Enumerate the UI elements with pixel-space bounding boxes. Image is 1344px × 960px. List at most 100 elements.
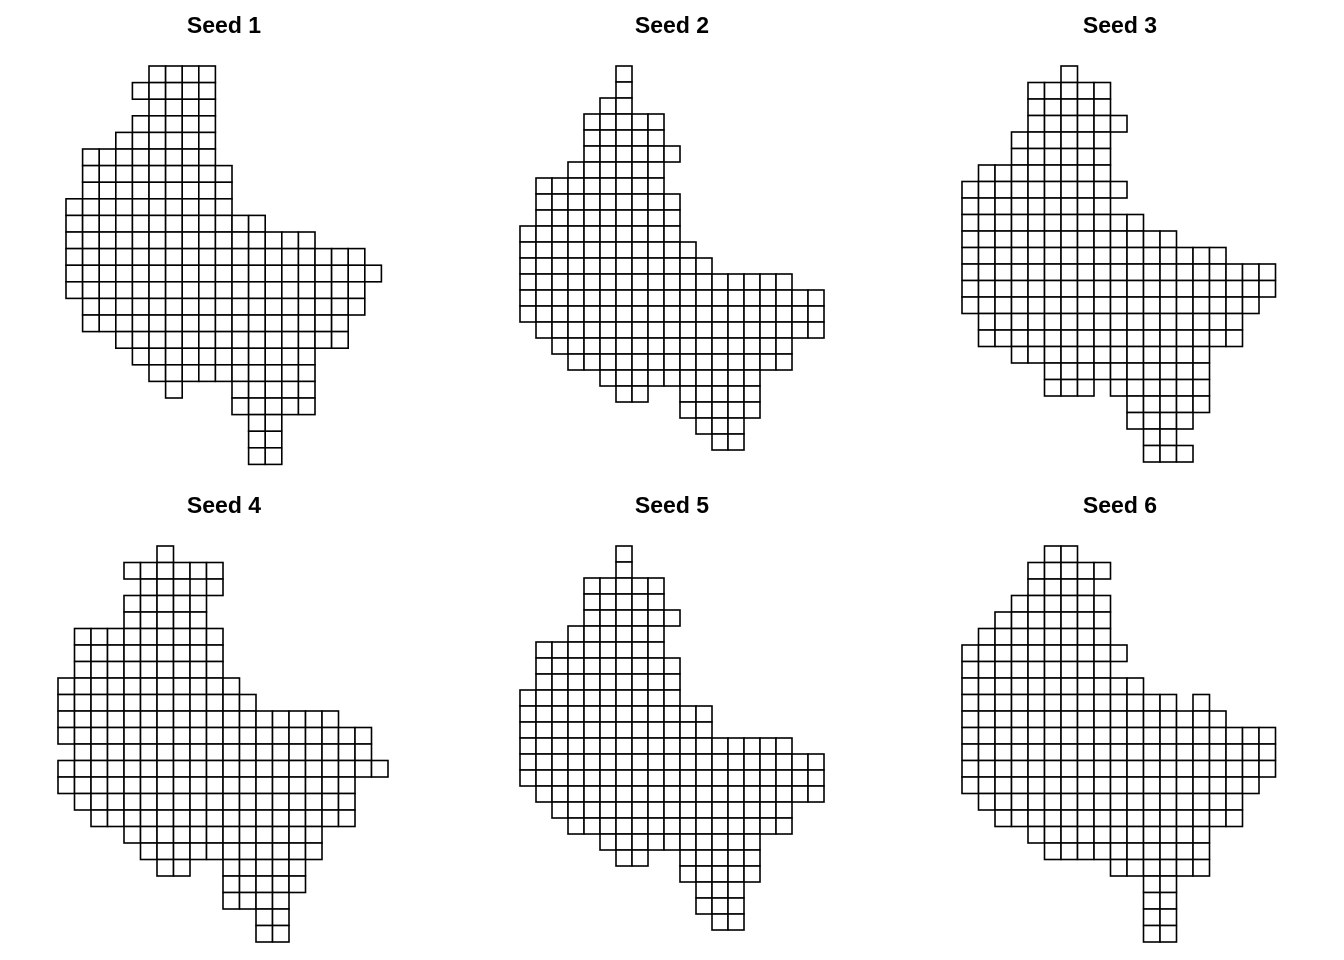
grid-cell	[567, 625, 585, 643]
grid-cell	[1010, 710, 1029, 729]
grid-cell	[1126, 776, 1145, 795]
grid-cell	[81, 148, 100, 167]
grid-cell	[647, 289, 665, 307]
grid-cell	[647, 177, 665, 195]
grid-cell	[189, 842, 208, 861]
grid-cell	[1225, 792, 1244, 811]
grid-cell	[189, 644, 208, 663]
grid-cell	[1126, 329, 1145, 348]
grid-cell	[615, 305, 633, 323]
grid-cell	[1060, 776, 1079, 795]
grid-cell	[1010, 726, 1029, 745]
grid-cell	[1126, 693, 1145, 712]
grid-cell	[189, 825, 208, 844]
grid-cell	[961, 743, 980, 762]
grid-cell	[567, 193, 585, 211]
grid-cell	[695, 737, 713, 755]
grid-cell	[347, 297, 366, 316]
grid-cell	[264, 363, 283, 383]
grid-cell	[148, 347, 167, 366]
grid-cell	[631, 129, 649, 147]
grid-cell	[1060, 312, 1079, 331]
grid-cell	[1076, 809, 1095, 828]
grid-cell	[139, 792, 158, 811]
grid-cell	[255, 908, 274, 927]
grid-cell	[73, 743, 92, 762]
grid-cell	[567, 289, 585, 307]
grid-cell	[743, 801, 761, 819]
grid-cell	[1241, 279, 1260, 298]
grid-cell	[198, 198, 217, 217]
grid-cell	[994, 677, 1013, 696]
grid-cell	[222, 858, 241, 877]
grid-cell	[647, 753, 665, 771]
grid-cell	[65, 214, 84, 233]
grid-cell	[148, 280, 167, 300]
grid-cell	[1043, 759, 1062, 778]
grid-cell	[1208, 312, 1227, 331]
grid-cell	[1192, 395, 1211, 414]
grid-cell	[123, 660, 142, 679]
grid-cell	[1043, 147, 1062, 166]
grid-cell	[1060, 213, 1079, 232]
grid-cell	[711, 385, 729, 403]
grid-cell	[57, 693, 76, 712]
grid-cell	[663, 209, 681, 227]
grid-cell	[727, 753, 745, 771]
grid-cell	[189, 611, 208, 630]
grid-cell	[583, 753, 601, 771]
grid-cell	[189, 693, 208, 712]
grid-cell	[73, 776, 92, 795]
grid-cell	[994, 230, 1013, 249]
grid-cell	[1126, 213, 1145, 232]
grid-cell	[727, 353, 745, 371]
grid-cell	[1043, 114, 1062, 133]
grid-cell	[314, 330, 333, 350]
grid-cell	[370, 759, 389, 778]
grid-cell	[1093, 726, 1112, 745]
panel-title: Seed 5	[634, 492, 710, 518]
grid-cell	[1225, 759, 1244, 778]
grid-cell	[567, 817, 585, 835]
grid-cell	[727, 833, 745, 851]
grid-cell	[139, 611, 158, 630]
grid-cell	[1126, 792, 1145, 811]
grid-cell	[148, 181, 167, 200]
grid-cell	[123, 743, 142, 762]
grid-cell	[115, 297, 134, 316]
grid-cell	[189, 776, 208, 795]
grid-cell	[994, 759, 1013, 778]
grid-cell	[631, 625, 649, 643]
grid-cell	[181, 131, 200, 150]
grid-cell	[255, 842, 274, 861]
grid-cell	[1093, 792, 1112, 811]
grid-cell	[791, 753, 809, 771]
grid-cell	[115, 181, 134, 200]
grid-cell	[330, 247, 350, 267]
grid-cell	[1076, 710, 1095, 729]
grid-cell	[977, 693, 996, 712]
grid-cell	[330, 330, 350, 350]
grid-cell	[1027, 329, 1046, 348]
grid-cell	[807, 769, 825, 787]
grid-cell	[615, 673, 633, 691]
grid-cell	[727, 289, 745, 307]
grid-cell	[1159, 693, 1178, 712]
grid-cell	[1126, 230, 1145, 249]
grid-cell	[583, 721, 601, 739]
grid-cell	[1076, 279, 1095, 298]
grid-cell	[98, 231, 117, 250]
grid-cell	[156, 693, 175, 712]
grid-cell	[994, 213, 1013, 232]
grid-cell	[73, 792, 92, 811]
grid-cell	[189, 594, 208, 613]
grid-cell	[222, 759, 241, 778]
grid-cell	[1076, 792, 1095, 811]
grid-cell	[551, 753, 569, 771]
grid-cell	[647, 241, 665, 259]
grid-cell	[65, 247, 84, 267]
grid-cell	[535, 721, 553, 739]
grid-cell	[599, 593, 617, 611]
grid-cell	[615, 385, 633, 403]
grid-cell	[519, 721, 537, 739]
